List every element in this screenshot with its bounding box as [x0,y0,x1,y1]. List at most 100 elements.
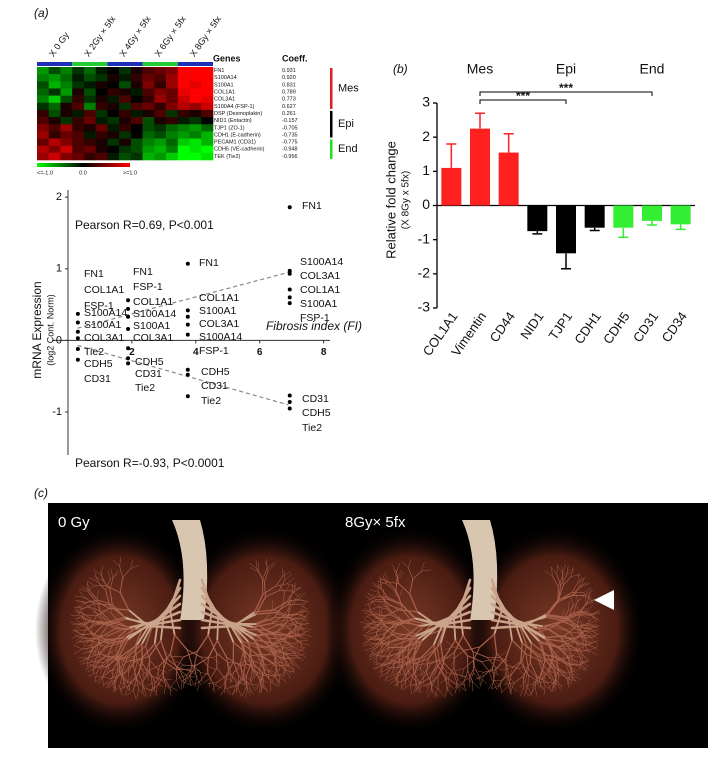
vessel [256,654,264,670]
heatmap-cell [119,74,132,82]
vessel [396,571,400,584]
vessel [580,614,590,619]
vessel [93,576,103,581]
vessel [568,659,578,665]
heatmap-cell [130,102,143,111]
vessel [107,682,116,689]
vessel [588,646,598,651]
coefficient: 0.627 [282,104,296,110]
vessel [286,609,290,622]
vessel [84,600,97,604]
category-label: CD31 [630,309,661,345]
vessel [183,664,196,667]
heatmap-cell [119,145,132,154]
vessel [541,642,546,659]
vessel [127,680,136,686]
vessel [134,646,138,663]
vessel [262,585,277,595]
vessel [74,595,85,598]
vessel [508,674,512,687]
vessel [75,638,84,645]
heatmap-cell [48,74,61,82]
vessel [287,659,295,666]
heatmap-cell [48,102,61,111]
vessel [119,686,123,696]
vessel [239,664,252,666]
heatmap-cell [166,124,179,132]
vessel [590,637,598,645]
heatmap-cell [177,138,190,146]
vessel [469,672,474,682]
vessel [290,658,298,666]
vessel [561,658,571,668]
vessel [363,635,374,638]
vessel [451,657,456,666]
vessel [579,602,588,612]
vessel [293,599,304,601]
vessel [106,665,110,675]
vessel [148,610,182,626]
vessel [300,611,310,613]
vessel [185,674,191,684]
vessel [453,646,466,651]
heatmap-cell [72,109,85,118]
vessel [162,660,165,677]
vessel [80,615,92,622]
vessel [371,610,381,616]
vessel [569,674,577,682]
scale-label: >=1.0 [123,170,137,176]
vessel [247,641,253,663]
bar [441,167,462,206]
heatmap-cell [177,117,190,125]
heatmap-cell [166,145,179,154]
heatmap-cell [177,81,190,89]
vessel [409,625,425,641]
panel-label: (c) [34,486,48,500]
heatmap-cell [60,138,73,146]
vessel [404,639,419,648]
heatmap-cell [72,131,85,139]
vessel [85,664,94,670]
heatmap-cell [177,152,190,161]
vessel [566,678,570,688]
vessel [557,575,564,587]
vessel [81,586,91,592]
vessel [421,569,431,572]
heatmap-cell [83,124,96,132]
vessel [441,656,446,673]
vessel [86,580,95,587]
vessel [288,623,293,633]
vessel [171,655,184,658]
heatmap-cell [154,109,167,118]
vessel [156,664,161,677]
vessel [114,671,121,683]
vessel [368,655,378,661]
heatmap-cell [72,117,85,125]
vessel [261,672,265,685]
heatmap-cell [83,74,96,82]
vessel [581,660,589,668]
vessel [166,658,180,669]
vessel [86,582,91,592]
point-label: CD31 [302,393,329,405]
heatmap-cell [60,131,73,139]
vessel [568,663,574,675]
vessel [150,675,163,681]
vessel [94,622,107,634]
heatmap-cell [107,138,120,146]
vessel [548,668,551,679]
vessel [282,638,289,647]
vessel [250,669,253,682]
gene-label: PECAM1 (CD31) [214,140,256,146]
vessel [490,618,525,627]
heatmap-cell [130,109,143,118]
vessel [271,647,287,654]
vessel [87,662,96,668]
vessel [289,617,301,625]
vessel [368,603,372,613]
vessel [587,616,595,624]
heatmap-cell [130,138,143,146]
vessel [299,604,308,610]
vessel [225,661,234,676]
heatmap-cell [37,109,50,118]
